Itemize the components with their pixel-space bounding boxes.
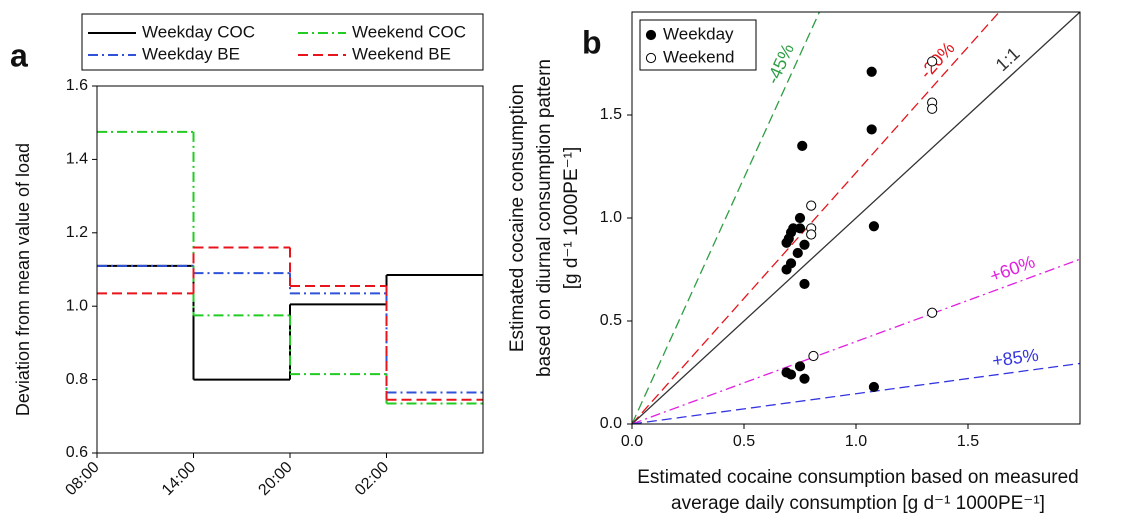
- point: [785, 369, 797, 380]
- y-axis-label: Deviation from mean value of load: [13, 143, 33, 416]
- point: [866, 66, 877, 77]
- x-tick-label: 0.0: [621, 433, 643, 450]
- x-axis-label: Estimated cocaine consumption based on m…: [637, 467, 1078, 488]
- reference-label: -45%: [762, 41, 798, 88]
- x-tick-label: 1.5: [957, 433, 979, 450]
- y-axis-label: [g d⁻¹ 1000PE⁻¹]: [561, 147, 582, 290]
- legend-swatch: [645, 29, 657, 41]
- point: [794, 212, 806, 224]
- legend-label: Weekend BE: [352, 44, 451, 63]
- y-tick-label: 1.4: [66, 151, 88, 168]
- x-axis-label: average daily consumption [g d⁻¹ 1000PE⁻…: [671, 493, 1045, 514]
- point: [927, 307, 938, 318]
- reference-line: [631, 11, 821, 425]
- point: [806, 200, 817, 211]
- point: [808, 350, 819, 362]
- x-tick-label: 20:00: [255, 459, 295, 499]
- plot-frame: [631, 11, 1081, 425]
- point: [806, 229, 817, 240]
- reference-line: [631, 258, 1081, 425]
- y-tick-label: 1.0: [600, 209, 622, 226]
- point: [799, 239, 810, 250]
- reference-line: [631, 11, 1000, 425]
- y-tick-label: 0.6: [66, 444, 88, 461]
- reference-label: 1:1: [992, 43, 1024, 75]
- y-tick-label: 1.0: [66, 297, 88, 314]
- reference-label: +60%: [987, 251, 1038, 286]
- legend-box: [639, 19, 757, 71]
- legend-label: Weekday BE: [142, 44, 240, 63]
- reference-label: +85%: [991, 345, 1040, 371]
- y-tick-label: 0.0: [600, 415, 622, 432]
- y-tick-label: 0.5: [600, 312, 622, 329]
- reference-line: [631, 11, 1081, 425]
- x-tick-label: 14:00: [159, 459, 199, 499]
- x-tick-label: 0.5: [733, 433, 755, 450]
- legend-swatch: [645, 52, 657, 64]
- point: [788, 223, 799, 234]
- x-tick-label: 02:00: [352, 459, 392, 499]
- x-tick-label: 1.0: [845, 433, 867, 450]
- point: [868, 381, 880, 393]
- point: [799, 278, 810, 290]
- point: [785, 258, 797, 269]
- point: [792, 247, 803, 259]
- point: [866, 124, 877, 135]
- legend-label: Weekday COC: [142, 22, 255, 41]
- legend-box: [81, 13, 484, 71]
- panel-letter: b: [582, 24, 602, 60]
- reference-line: [631, 362, 1081, 425]
- y-tick-label: 0.8: [66, 371, 88, 388]
- y-tick-label: 1.2: [66, 224, 88, 241]
- reference-label: -20%: [916, 38, 959, 83]
- panel-letter: a: [10, 37, 28, 73]
- legend-label: Weekend: [663, 47, 735, 66]
- y-tick-label: 1.6: [66, 77, 88, 94]
- y-axis-label: Estimated cocaine consumption: [507, 84, 528, 352]
- point: [927, 56, 938, 67]
- x-tick-label: 08:00: [62, 459, 102, 499]
- y-axis-label: based on diurnal consumption pattern: [534, 59, 555, 377]
- point: [799, 373, 810, 384]
- legend-label: Weekend COC: [352, 22, 466, 41]
- point: [868, 221, 880, 232]
- legend-label: Weekday: [663, 24, 734, 43]
- point: [927, 103, 938, 114]
- point: [797, 140, 808, 151]
- y-tick-label: 1.5: [600, 106, 622, 123]
- plot-frame: [96, 85, 484, 454]
- point: [794, 361, 806, 372]
